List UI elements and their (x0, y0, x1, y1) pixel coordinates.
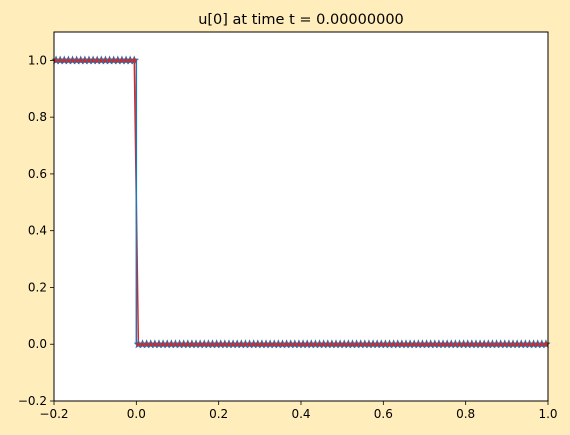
chart-title: u[0] at time t = 0.00000000 (198, 12, 404, 28)
x-tick-label: 0.6 (374, 407, 393, 421)
x-axis: −0.2 0.0 0.2 0.4 0.6 0.8 1.0 (39, 401, 558, 421)
x-tick-label: 0.4 (291, 407, 310, 421)
y-axis: −0.2 0.0 0.2 0.4 0.6 0.8 1.0 (18, 53, 54, 408)
x-tick-label: −0.2 (39, 407, 68, 421)
y-tick-label: 0.6 (28, 167, 47, 181)
x-tick-label: 1.0 (538, 407, 557, 421)
data-point-star (129, 55, 140, 65)
x-tick-label: 0.0 (127, 407, 146, 421)
x-tick-label: 0.8 (456, 407, 475, 421)
y-tick-label: 0.8 (28, 110, 47, 124)
y-tick-label: −0.2 (18, 394, 47, 408)
y-tick-label: 0.2 (28, 280, 47, 294)
y-tick-label: 0.4 (28, 224, 47, 238)
x-tick-label: 0.2 (209, 407, 228, 421)
y-tick-label: 1.0 (28, 53, 47, 67)
marker-layer (51, 55, 551, 349)
y-tick-label: 0.0 (28, 337, 47, 351)
